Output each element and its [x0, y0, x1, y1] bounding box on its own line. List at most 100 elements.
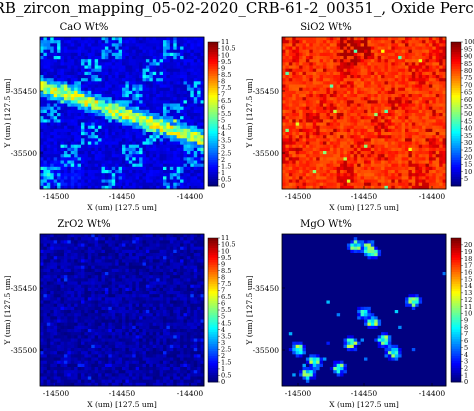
heatmap-cell — [169, 62, 174, 66]
heatmap-cell — [377, 103, 382, 108]
heatmap-cell — [391, 87, 396, 92]
heatmap-cell — [329, 68, 334, 73]
heatmap-cell — [145, 176, 150, 180]
heatmap-cell — [60, 151, 65, 155]
heatmap-cell — [176, 59, 181, 63]
heatmap-cell — [128, 46, 133, 51]
heatmap-cell — [128, 94, 133, 98]
heatmap-cell — [353, 147, 358, 152]
heatmap-cell — [145, 49, 150, 54]
heatmap-cell — [299, 46, 303, 51]
heatmap-cell — [350, 147, 355, 152]
heatmap-cell — [115, 106, 119, 111]
heatmap-cell — [326, 173, 331, 177]
heatmap-cell — [149, 141, 154, 146]
heatmap-cell — [70, 78, 75, 82]
heatmap-cell — [285, 109, 290, 114]
heatmap-cell — [435, 147, 440, 152]
heatmap-cell — [169, 46, 174, 51]
heatmap-cell — [111, 185, 116, 190]
colorbar-segment — [208, 46, 218, 50]
heatmap-cell — [405, 182, 409, 187]
heatmap-cell — [336, 81, 341, 85]
heatmap-cell — [98, 154, 102, 158]
heatmap-cell — [408, 144, 413, 149]
heatmap-cell — [91, 132, 96, 136]
heatmap-cell — [326, 62, 331, 66]
heatmap-cell — [350, 94, 355, 98]
heatmap-cell — [394, 40, 399, 44]
heatmap-cell — [398, 65, 402, 70]
heatmap-cell — [111, 151, 116, 155]
heatmap-cell — [139, 182, 143, 187]
colorbar-segment — [451, 46, 461, 50]
heatmap-cell — [312, 116, 317, 120]
heatmap-cell — [360, 119, 365, 123]
heatmap-cell — [309, 90, 314, 95]
heatmap-cell — [309, 132, 314, 136]
heatmap-cell — [104, 122, 109, 127]
heatmap-cell — [405, 122, 409, 127]
colorbar-tick-label: 10.5 — [221, 45, 235, 53]
heatmap-cell — [180, 125, 184, 130]
heatmap-cell — [193, 52, 198, 57]
heatmap-cell — [391, 103, 396, 108]
heatmap-cell — [180, 62, 184, 66]
heatmap-cell — [346, 116, 351, 120]
heatmap-cell — [374, 78, 379, 82]
heatmap-cell — [104, 144, 109, 149]
heatmap-cell — [353, 43, 358, 47]
heatmap-cell — [292, 49, 297, 54]
heatmap-cell — [442, 106, 447, 111]
heatmap-cell — [391, 65, 396, 70]
heatmap-cell — [169, 128, 174, 133]
heatmap-cell — [118, 185, 123, 190]
heatmap-cell — [364, 103, 368, 108]
heatmap-cell — [398, 176, 402, 180]
heatmap-cell — [370, 132, 375, 136]
heatmap-cell — [81, 103, 85, 108]
heatmap-cell — [135, 81, 140, 85]
heatmap-cell — [285, 94, 290, 98]
heatmap-cell — [282, 65, 286, 70]
heatmap-cell — [401, 81, 406, 85]
heatmap-cell — [50, 125, 55, 130]
heatmap-cell — [391, 49, 396, 54]
heatmap-cell — [128, 160, 133, 165]
heatmap-cell — [132, 151, 137, 155]
heatmap-cell — [326, 109, 331, 114]
heatmap-cell — [183, 62, 188, 66]
heatmap-cell — [118, 90, 123, 95]
heatmap-cell — [173, 160, 178, 165]
heatmap-cell — [101, 160, 106, 165]
heatmap-cell — [326, 144, 331, 149]
heatmap-cell — [285, 37, 290, 41]
heatmap-cell — [398, 128, 402, 133]
heatmap-cell — [70, 87, 75, 92]
heatmap-cell — [302, 71, 307, 76]
heatmap-cell — [77, 141, 82, 146]
heatmap-cell — [326, 78, 331, 82]
heatmap-cell — [346, 43, 351, 47]
heatmap-cell — [425, 68, 430, 73]
heatmap-cell — [422, 154, 426, 158]
heatmap-cell — [118, 144, 123, 149]
heatmap-cell — [282, 135, 286, 139]
heatmap-cell — [67, 71, 72, 76]
heatmap-cell — [408, 106, 413, 111]
heatmap-cell — [115, 179, 119, 184]
heatmap-cell — [364, 87, 368, 92]
heatmap-cell — [67, 135, 72, 139]
heatmap-cell — [364, 116, 368, 120]
heatmap-cell — [108, 87, 113, 92]
heatmap-cell — [442, 43, 447, 47]
heatmap-cell — [391, 46, 396, 51]
heatmap-cell — [115, 62, 119, 66]
heatmap-cell — [173, 113, 178, 117]
heatmap-cell — [288, 122, 293, 127]
heatmap-cell — [408, 170, 413, 174]
heatmap-cell — [50, 179, 55, 184]
heatmap-cell — [118, 49, 123, 54]
heatmap-cell — [70, 94, 75, 98]
heatmap-cell — [190, 46, 195, 51]
